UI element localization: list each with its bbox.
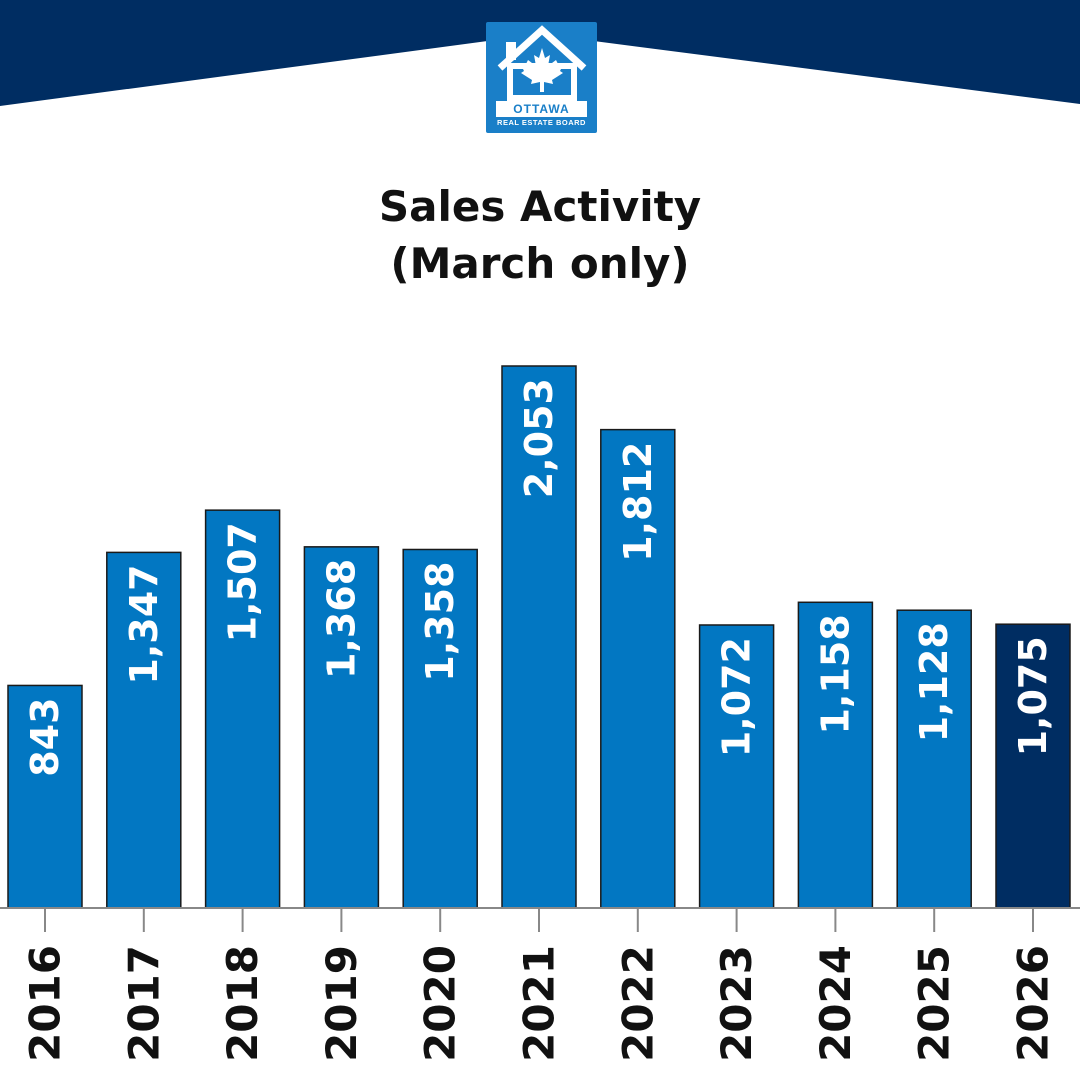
x-tick-label-2022: 2022 <box>613 945 662 1062</box>
data-label-2016: 843 <box>23 697 67 776</box>
x-tick-label-2025: 2025 <box>910 945 959 1062</box>
data-label-2017: 1,347 <box>122 564 166 684</box>
bar-2022 <box>600 428 676 909</box>
bar-2025 <box>896 609 972 909</box>
bar-2021 <box>501 365 577 909</box>
chart-title: Sales Activity <box>378 182 702 231</box>
data-label-2023: 1,072 <box>715 637 759 757</box>
logo-name: OTTAWA <box>513 102 570 116</box>
x-tick-label-2024: 2024 <box>811 945 860 1062</box>
chart-title-block: Sales Activity (March only) <box>0 178 1080 292</box>
data-label-2019: 1,368 <box>319 559 363 679</box>
header-band <box>0 0 1080 106</box>
logo-subtitle: REAL ESTATE BOARD <box>497 118 586 127</box>
x-tick-label-2019: 2019 <box>317 945 366 1062</box>
x-tick-label-2018: 2018 <box>218 945 267 1062</box>
data-label-2026: 1,075 <box>1011 636 1055 756</box>
data-label-2018: 1,507 <box>221 522 265 642</box>
data-label-2020: 1,358 <box>418 561 462 681</box>
data-label-2022: 1,812 <box>616 442 660 562</box>
x-tick-label-2016: 2016 <box>21 945 70 1062</box>
ottawa-real-estate-board-logo: OTTAWA REAL ESTATE BOARD <box>486 22 597 133</box>
bar-2023 <box>698 624 775 909</box>
x-tick-label-2017: 2017 <box>119 945 168 1062</box>
data-label-2025: 1,128 <box>912 622 956 742</box>
x-tick-label-2020: 2020 <box>416 945 465 1062</box>
chart-subtitle: (March only) <box>390 239 690 288</box>
x-tick-label-2026: 2026 <box>1009 945 1058 1062</box>
x-tick-label-2021: 2021 <box>515 945 564 1062</box>
bar-2020 <box>402 548 478 909</box>
bar-2024 <box>797 601 874 909</box>
data-label-2021: 2,053 <box>517 378 561 498</box>
data-label-2024: 1,158 <box>813 614 857 734</box>
bar-2018 <box>204 509 281 909</box>
bar-2017 <box>106 551 182 909</box>
bar-2026 <box>995 623 1071 909</box>
bar-2016 <box>7 684 83 909</box>
house-maple-leaf-icon <box>496 25 587 117</box>
x-tick-label-2023: 2023 <box>712 945 761 1062</box>
